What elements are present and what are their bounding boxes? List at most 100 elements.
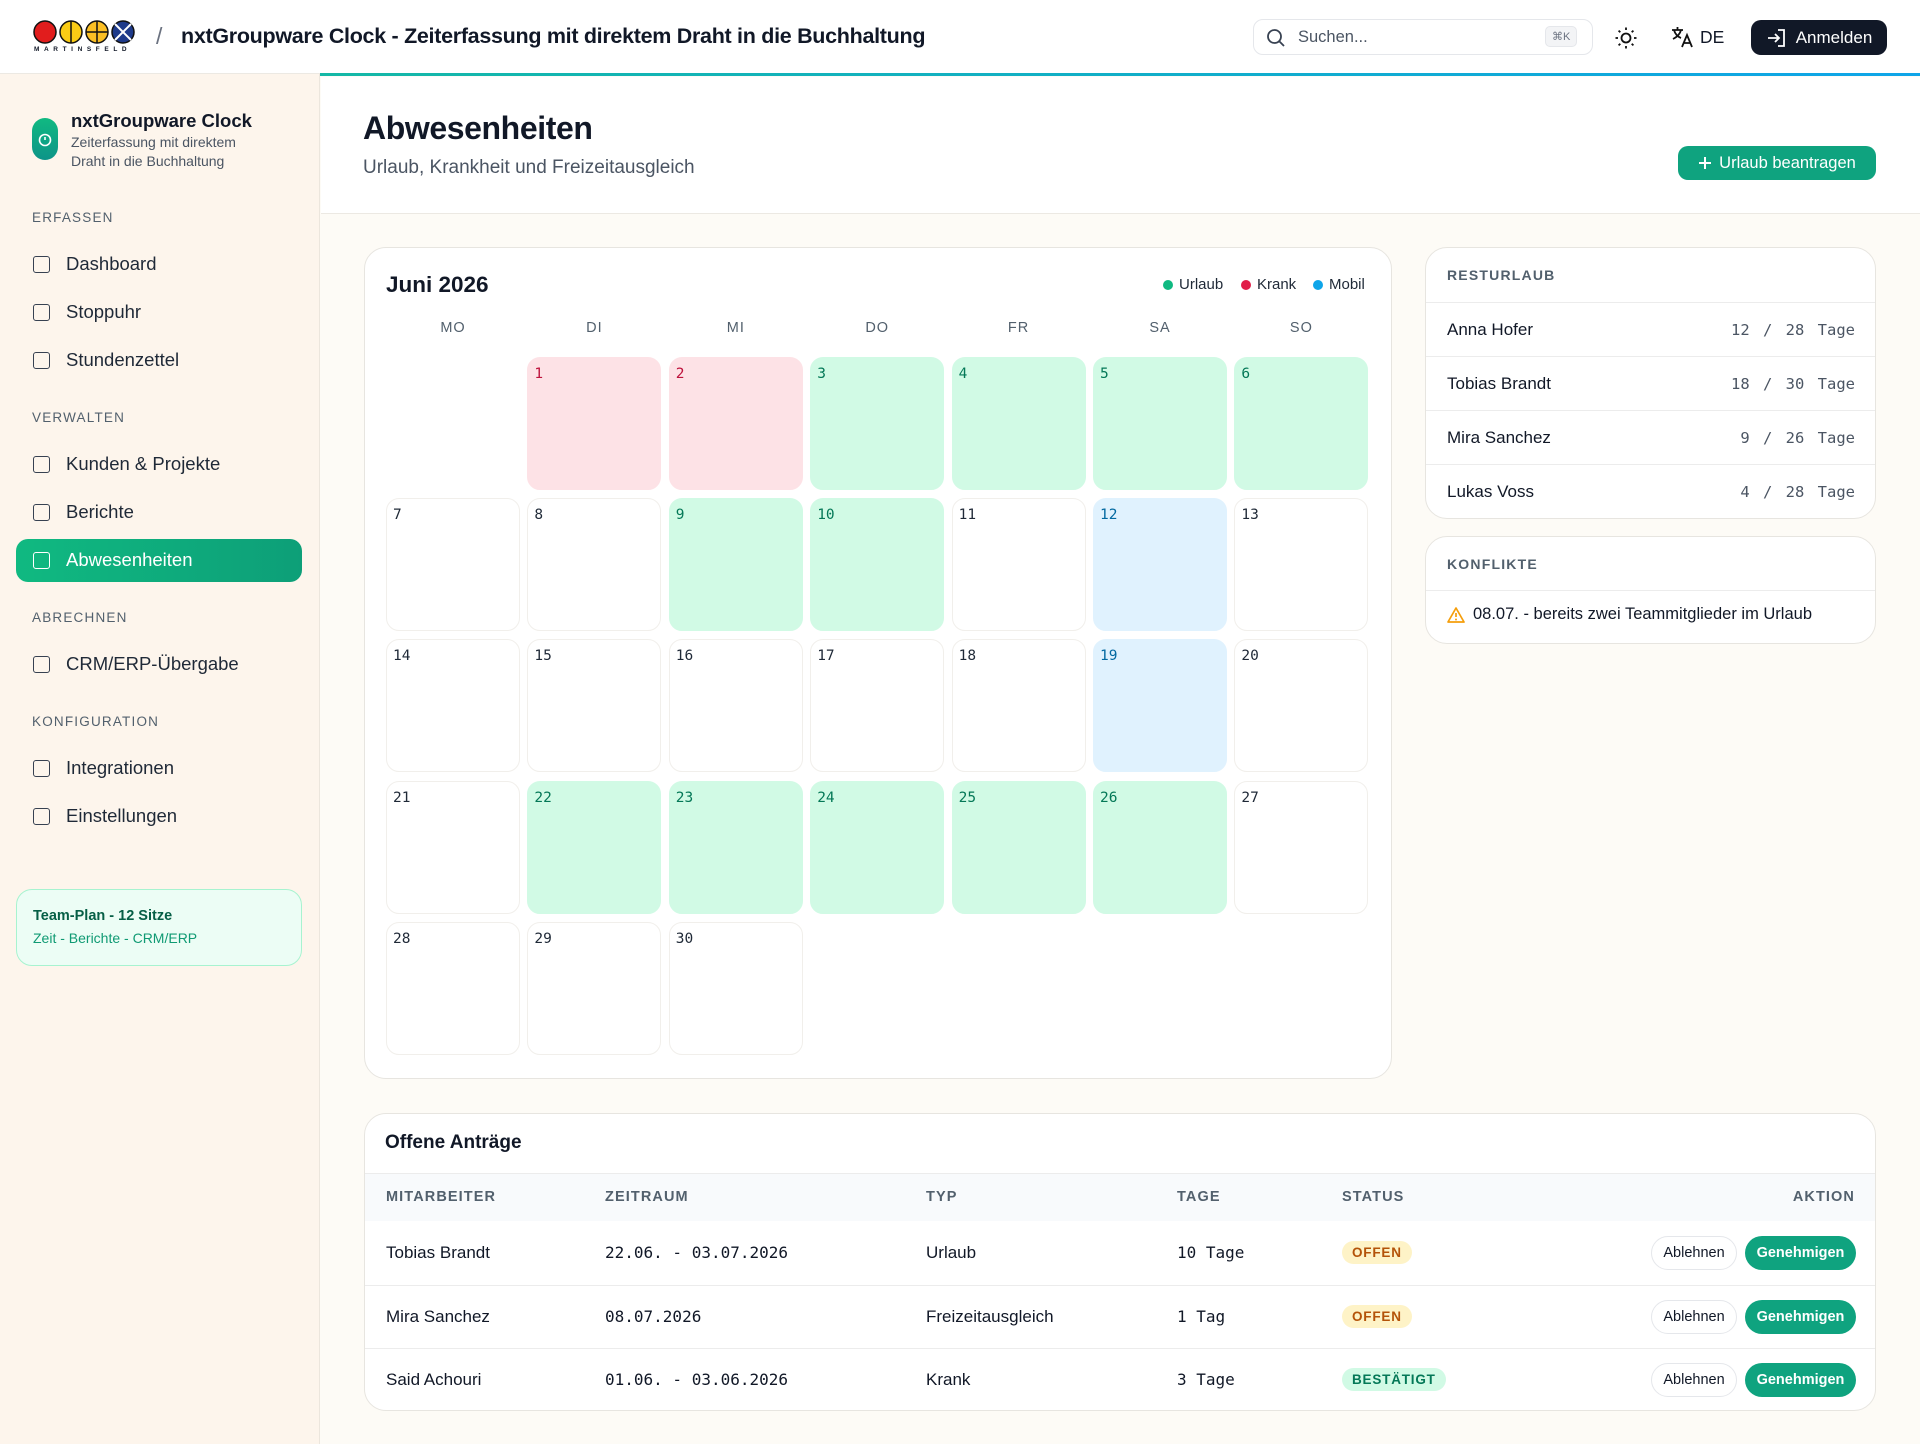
theme-toggle[interactable] [1614,26,1638,50]
calendar-month: Juni 2026 [386,272,489,297]
cell-employee: Mira Sanchez [386,1306,490,1326]
column-header: TYP [926,1189,958,1205]
day-number: 6 [1241,366,1251,382]
day-cell[interactable]: 7 [386,498,520,632]
remaining-days: 18 / 30 Tage [1731,375,1855,393]
employee-name: Tobias Brandt [1447,374,1551,393]
cell-period: 22.06. - 03.07.2026 [605,1243,789,1262]
day-number: 21 [393,789,411,806]
nav-item[interactable]: Dashboard [66,253,157,274]
cell-type: Urlaub [926,1243,977,1262]
day-cell[interactable]: 12 [1093,498,1227,632]
nav-icon [33,504,50,521]
nav-icon [33,760,50,777]
approve-button[interactable]: Genehmigen [1745,1299,1856,1334]
language-icon[interactable] [1670,25,1694,49]
nav-item[interactable]: Integrationen [66,757,175,778]
login-button[interactable]: Anmelden [1751,20,1887,55]
vacation-title: RESTURLAUB [1447,267,1556,283]
day-number: 25 [958,789,977,806]
day-cell[interactable]: 20 [1234,639,1369,773]
day-cell[interactable]: 25 [951,780,1086,914]
nav-icon [33,656,50,673]
reject-button[interactable]: Ablehnen [1651,1299,1737,1334]
day-cell[interactable]: 1 [527,357,662,490]
nav-item[interactable]: Stundenzettel [66,349,180,370]
day-cell[interactable]: 30 [668,921,803,1055]
language[interactable]: DE [1700,27,1725,47]
day-cell[interactable]: 9 [668,498,803,632]
day-number: 9 [675,507,685,524]
day-cell[interactable]: 27 [1234,780,1369,914]
divider [1426,356,1875,357]
day-cell[interactable]: 4 [951,357,1086,490]
page-header [321,77,1920,214]
separator: / [156,23,163,49]
conflict-text: 08.07. - bereits zwei Teammitglieder im … [1473,605,1812,623]
day-cell[interactable]: 10 [810,498,945,632]
day-cell[interactable]: 15 [527,639,662,773]
nav-item[interactable]: CRM/ERP-Übergabe [66,653,239,674]
day-cell[interactable]: 6 [1234,357,1369,490]
day-cell[interactable]: 3 [810,357,945,490]
nav-item[interactable]: Berichte [66,501,134,522]
logo[interactable] [32,20,138,54]
requests-title: Offene Anträge [385,1132,522,1153]
day-cell[interactable]: 5 [1093,357,1227,490]
nav-item[interactable]: Stoppuhr [66,301,142,322]
day-cell[interactable]: 16 [668,639,803,773]
column-header: MITARBEITER [386,1189,497,1205]
day-cell[interactable]: 23 [668,780,803,914]
remaining-days: 4 / 28 Tage [1740,483,1855,501]
reject-button[interactable]: Ablehnen [1651,1236,1737,1270]
column-header: ZEITRAUM [605,1189,689,1205]
day-cell[interactable]: 11 [951,498,1086,632]
day-number: 19 [1100,648,1118,665]
nav-item[interactable]: Abwesenheiten [66,549,193,570]
table-header-bg [365,1173,1875,1221]
day-number: 1 [534,366,544,382]
reject-button[interactable]: Ablehnen [1651,1363,1737,1397]
nav-item[interactable]: Einstellungen [66,805,178,826]
cell-days: 1 Tag [1177,1306,1226,1326]
day-number: 29 [534,930,552,947]
day-cell[interactable]: 2 [668,357,803,490]
day-cell[interactable]: 8 [527,498,662,632]
day-cell[interactable]: 19 [1093,639,1227,773]
column-header: STATUS [1342,1189,1405,1205]
page-subtitle: Urlaub, Krankheit und Freizeitausgleich [363,157,695,178]
day-cell[interactable]: 18 [951,639,1086,773]
day-cell[interactable]: 14 [386,639,520,773]
nav-icon [33,304,50,321]
day-cell[interactable]: 17 [810,639,945,773]
app-icon [32,118,58,160]
cell-type: Krank [926,1370,971,1389]
app-name: nxtGroupware Clock [71,110,252,131]
search-box[interactable]: Suchen... ⌘K [1253,19,1593,55]
legend-label: Urlaub [1179,276,1224,293]
day-number: 18 [958,648,977,665]
approve-button[interactable]: Genehmigen [1745,1363,1856,1397]
approve-button[interactable]: Genehmigen [1745,1236,1856,1270]
app-title[interactable]: nxtGroupware Clock - Zeiterfassung mit d… [181,24,926,48]
day-cell[interactable]: 29 [527,921,662,1055]
day-number: 12 [1100,507,1118,524]
day-cell[interactable]: 13 [1234,498,1369,632]
day-cell[interactable]: 22 [527,780,662,914]
day-cell[interactable]: 21 [386,780,520,914]
column-header: AKTION [1792,1189,1855,1205]
employee-name: Mira Sanchez [1447,428,1551,447]
status-badge: BESTÄTIGT [1342,1368,1446,1391]
logo-text: MARTINSFELD [34,46,132,53]
request-button[interactable]: Urlaub beantragen [1678,146,1876,180]
day-cell[interactable]: 26 [1093,780,1227,914]
day-number: 10 [817,507,835,524]
legend-label: Krank [1257,276,1297,293]
day-cell[interactable]: 24 [810,780,945,914]
nav-item[interactable]: Kunden & Projekte [66,453,221,474]
nav-section-title: KONFIGURATION [32,714,160,729]
legend-label: Mobil [1329,276,1365,293]
day-cell[interactable]: 28 [386,921,520,1055]
legend-dot [1313,280,1323,290]
